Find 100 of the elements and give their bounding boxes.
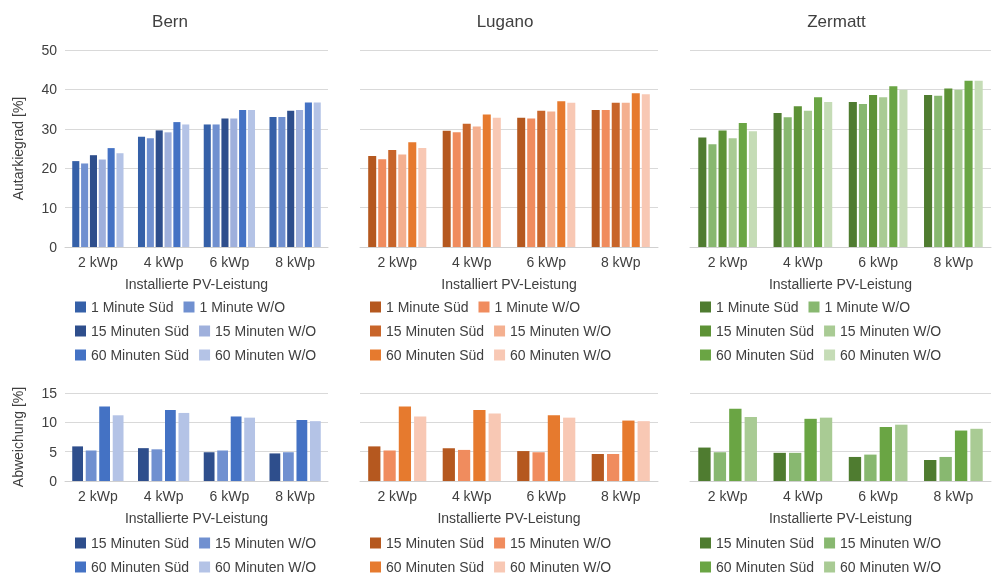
bar: [462, 123, 471, 247]
bar: [488, 413, 501, 481]
legend-label: 60 Minuten W/O: [510, 347, 612, 363]
bar: [729, 408, 742, 481]
bar: [899, 89, 908, 247]
y-tick-label: 0: [49, 473, 58, 489]
bar: [296, 419, 308, 481]
legend-label: 60 Minuten W/O: [510, 559, 612, 575]
bar: [738, 122, 747, 247]
y-tick-label: 20: [41, 160, 58, 177]
bar: [527, 118, 536, 247]
bar: [698, 137, 707, 247]
legend-label: 60 Minuten Süd: [716, 559, 815, 575]
bar: [783, 117, 792, 247]
legend-label: 15 Minuten W/O: [840, 535, 942, 551]
x-tick-label: 2 kWp: [78, 254, 118, 270]
bar: [414, 416, 427, 481]
x-tick-label: 2 kWp: [707, 488, 748, 504]
bar: [452, 132, 461, 247]
bar: [368, 446, 381, 481]
bar: [304, 102, 312, 247]
bar: [203, 124, 211, 247]
bar: [637, 421, 650, 481]
bar: [803, 110, 812, 247]
legend-label: 60 Minuten W/O: [840, 347, 942, 363]
bar: [398, 406, 412, 481]
bar: [964, 80, 973, 247]
bar: [72, 446, 84, 481]
bar: [848, 102, 857, 247]
bar: [309, 421, 321, 481]
legend-label: 15 Minuten Süd: [386, 323, 485, 339]
bar: [547, 415, 561, 481]
x-tick-label: 4 kWp: [143, 254, 184, 270]
legend-label: 15 Minuten Süd: [716, 323, 815, 339]
bar: [567, 102, 576, 247]
legend-label: 1 Minute Süd: [386, 299, 469, 315]
bar: [368, 155, 377, 247]
x-tick-label: 6 kWp: [858, 254, 899, 270]
x-tick-label: 6 kWp: [209, 488, 250, 504]
bar: [173, 122, 181, 247]
bar: [146, 138, 154, 247]
bar: [442, 130, 451, 247]
bar: [924, 459, 937, 481]
y-tick-label: 10: [41, 199, 58, 216]
x-tick-label: 4 kWp: [451, 254, 492, 270]
y-tick-label: 15: [41, 385, 58, 401]
bar: [72, 161, 80, 247]
x-axis-title: Installierte PV-Leistung: [768, 276, 913, 292]
legend-label: 1 Minute W/O: [494, 299, 581, 315]
y-tick-label: 30: [41, 120, 58, 137]
bar: [804, 418, 817, 481]
legend-label: 15 Minuten W/O: [215, 535, 317, 551]
x-tick-label: 8 kWp: [600, 254, 641, 270]
x-tick-label: 8 kWp: [275, 488, 316, 504]
x-tick-label: 8 kWp: [275, 254, 316, 270]
legend-label: 60 Minuten W/O: [215, 559, 317, 575]
bar: [85, 450, 97, 481]
bar: [819, 417, 833, 481]
y-axis-title: Abweichung [%]: [10, 386, 26, 488]
x-tick-label: 8 kWp: [933, 488, 974, 504]
bar: [282, 452, 294, 481]
x-tick-label: 4 kWp: [451, 488, 492, 504]
bar: [442, 448, 455, 481]
bar: [388, 150, 397, 247]
bar: [889, 86, 898, 247]
bar: [178, 412, 190, 481]
bar: [547, 111, 556, 247]
bar: [217, 450, 229, 481]
bar: [773, 452, 786, 481]
bar: [517, 117, 526, 247]
bar: [230, 118, 238, 247]
bar: [557, 101, 566, 247]
bar: [269, 453, 281, 481]
x-axis-title: Installierte PV-Leistung: [768, 510, 913, 526]
bar: [408, 142, 417, 247]
bar: [631, 93, 640, 247]
x-tick-label: 8 kWp: [933, 254, 974, 270]
x-axis-title: Installierte PV-Leistung: [437, 510, 581, 526]
legend-label: 15 Minuten Süd: [91, 535, 190, 551]
x-tick-label: 4 kWp: [143, 488, 184, 504]
legend-label: 15 Minuten Süd: [716, 535, 815, 551]
bar: [482, 114, 491, 247]
bar: [869, 94, 878, 247]
y-tick-label: 40: [41, 81, 58, 98]
x-tick-label: 2 kWp: [377, 254, 418, 270]
legend-label: 60 Minuten W/O: [215, 347, 317, 363]
legend-label: 15 Minuten W/O: [215, 323, 317, 339]
x-tick-label: 6 kWp: [526, 254, 567, 270]
legend-label: 15 Minuten W/O: [840, 323, 942, 339]
bar: [939, 456, 952, 481]
x-axis-title: Installiert PV-Leistung: [441, 276, 577, 292]
bar: [116, 153, 124, 247]
x-tick-label: 6 kWp: [858, 488, 899, 504]
bar: [895, 424, 908, 481]
x-tick-label: 2 kWp: [78, 488, 118, 504]
bar: [879, 97, 888, 247]
bar: [164, 410, 176, 481]
bar: [457, 449, 471, 481]
bar: [296, 109, 304, 247]
bar: [954, 89, 963, 247]
